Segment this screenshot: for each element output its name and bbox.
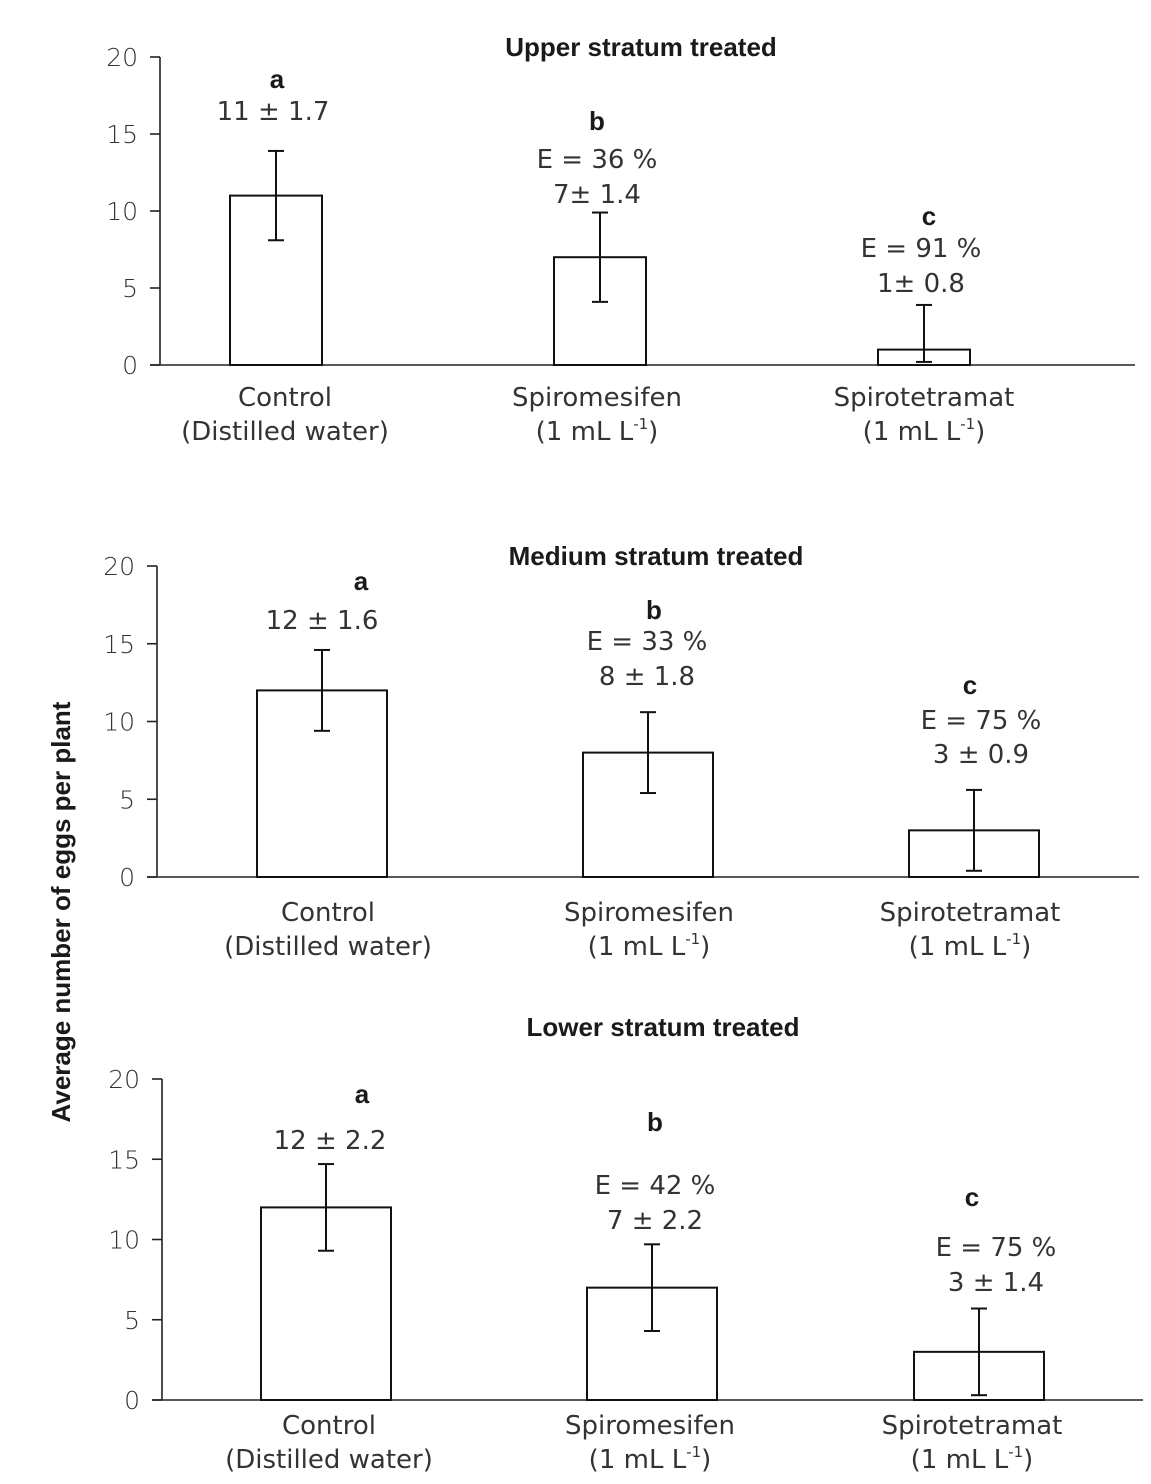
x-tick-sublabel-close: ) bbox=[975, 417, 985, 447]
data-label: 7± 1.4 bbox=[553, 180, 641, 210]
efficacy-label: E = 42 % bbox=[595, 1171, 716, 1201]
y-tick-label: 15 bbox=[108, 1145, 140, 1174]
significance-letter: a bbox=[354, 566, 369, 596]
y-tick-label: 0 bbox=[122, 351, 138, 380]
x-tick-sublabel: (1 mL L-1) bbox=[588, 930, 711, 962]
x-tick-sublabel-superscript: -1 bbox=[685, 930, 700, 948]
efficacy-label: E = 33 % bbox=[587, 627, 708, 657]
x-tick-sublabel-close: ) bbox=[648, 417, 658, 447]
y-tick-label: 0 bbox=[119, 863, 135, 892]
y-axis-label: Average number of eggs per plant bbox=[46, 701, 76, 1122]
data-label: 7 ± 2.2 bbox=[607, 1206, 703, 1236]
y-tick-label: 10 bbox=[103, 708, 135, 737]
efficacy-label: E = 75 % bbox=[936, 1233, 1057, 1263]
y-tick-label: 10 bbox=[106, 197, 138, 226]
x-tick-sublabel-superscript: -1 bbox=[686, 1443, 701, 1461]
significance-letter: c bbox=[965, 1182, 979, 1212]
significance-letter: c bbox=[922, 201, 936, 231]
significance-letter: b bbox=[589, 106, 605, 136]
x-tick-sublabel: (Distilled water) bbox=[225, 1445, 433, 1475]
significance-letter: c bbox=[963, 670, 977, 700]
data-label: 12 ± 2.2 bbox=[274, 1126, 387, 1156]
x-tick-sublabel-text: (1 mL L bbox=[588, 932, 686, 962]
significance-letter: a bbox=[355, 1079, 370, 1109]
y-tick-label: 15 bbox=[106, 120, 138, 149]
x-tick-sublabel: (1 mL L-1) bbox=[536, 415, 659, 447]
x-tick-label: Spiromesifen bbox=[564, 898, 734, 928]
efficacy-label: E = 36 % bbox=[537, 145, 658, 175]
x-tick-label: Spirotetramat bbox=[880, 898, 1061, 928]
x-tick-sublabel: (1 mL L-1) bbox=[911, 1443, 1034, 1475]
significance-letter: b bbox=[647, 1107, 663, 1137]
data-label: 3 ± 1.4 bbox=[948, 1268, 1044, 1298]
x-tick-sublabel-close: ) bbox=[1023, 1445, 1033, 1475]
x-tick-label: Spirotetramat bbox=[834, 383, 1015, 413]
y-tick-label: 5 bbox=[119, 785, 135, 814]
x-tick-sublabel-text: (1 mL L bbox=[589, 1445, 687, 1475]
y-tick-label: 0 bbox=[124, 1386, 140, 1415]
x-tick-sublabel: (1 mL L-1) bbox=[863, 415, 986, 447]
data-label: 11 ± 1.7 bbox=[217, 97, 330, 127]
x-tick-sublabel-text: (1 mL L bbox=[536, 417, 634, 447]
x-tick-sublabel-superscript: -1 bbox=[633, 415, 648, 433]
x-tick-sublabel-superscript: -1 bbox=[960, 415, 975, 433]
efficacy-label: E = 91 % bbox=[861, 234, 982, 264]
x-tick-sublabel-text: (1 mL L bbox=[909, 932, 1007, 962]
x-tick-sublabel: (1 mL L-1) bbox=[909, 930, 1032, 962]
x-tick-sublabel-close: ) bbox=[701, 1445, 711, 1475]
bar bbox=[256, 689, 388, 879]
efficacy-label: E = 75 % bbox=[921, 706, 1042, 736]
x-tick-sublabel-close: ) bbox=[700, 932, 710, 962]
x-tick-sublabel-superscript: -1 bbox=[1008, 1443, 1023, 1461]
x-tick-sublabel-text: (1 mL L bbox=[863, 417, 961, 447]
data-label: 12 ± 1.6 bbox=[266, 606, 379, 636]
panel-title: Upper stratum treated bbox=[505, 32, 777, 62]
x-tick-sublabel-superscript: -1 bbox=[1006, 930, 1021, 948]
x-tick-label: Spiromesifen bbox=[565, 1411, 735, 1441]
y-tick-label: 10 bbox=[108, 1226, 140, 1255]
y-tick-label: 20 bbox=[103, 552, 135, 581]
y-tick-label: 20 bbox=[108, 1065, 140, 1094]
x-tick-label: Spiromesifen bbox=[512, 383, 682, 413]
panel-title: Medium stratum treated bbox=[509, 541, 804, 571]
x-tick-sublabel: (Distilled water) bbox=[224, 932, 432, 962]
data-label: 8 ± 1.8 bbox=[599, 662, 695, 692]
significance-letter: a bbox=[270, 64, 285, 94]
x-tick-label: Control bbox=[238, 383, 332, 413]
x-tick-label: Control bbox=[282, 1411, 376, 1441]
x-tick-sublabel: (Distilled water) bbox=[181, 417, 389, 447]
y-tick-label: 15 bbox=[103, 630, 135, 659]
data-label: 3 ± 0.9 bbox=[933, 740, 1029, 770]
significance-letter: b bbox=[646, 595, 662, 625]
x-tick-label: Spirotetramat bbox=[882, 1411, 1063, 1441]
x-tick-sublabel-close: ) bbox=[1021, 932, 1031, 962]
panel-title: Lower stratum treated bbox=[526, 1012, 799, 1042]
y-tick-label: 20 bbox=[106, 43, 138, 72]
x-tick-label: Control bbox=[281, 898, 375, 928]
x-tick-sublabel: (1 mL L-1) bbox=[589, 1443, 712, 1475]
data-label: 1± 0.8 bbox=[877, 269, 965, 299]
y-tick-label: 5 bbox=[122, 274, 138, 303]
x-tick-sublabel-text: (1 mL L bbox=[911, 1445, 1009, 1475]
y-tick-label: 5 bbox=[124, 1306, 140, 1335]
